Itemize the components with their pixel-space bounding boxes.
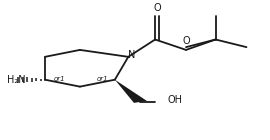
Polygon shape [115,80,147,103]
Text: or1: or1 [97,76,109,82]
Text: OH: OH [167,95,182,106]
Text: or1: or1 [54,76,66,82]
Text: H₂N: H₂N [7,75,26,85]
Text: O: O [153,3,161,13]
Text: O: O [182,36,190,46]
Text: N: N [128,50,135,60]
